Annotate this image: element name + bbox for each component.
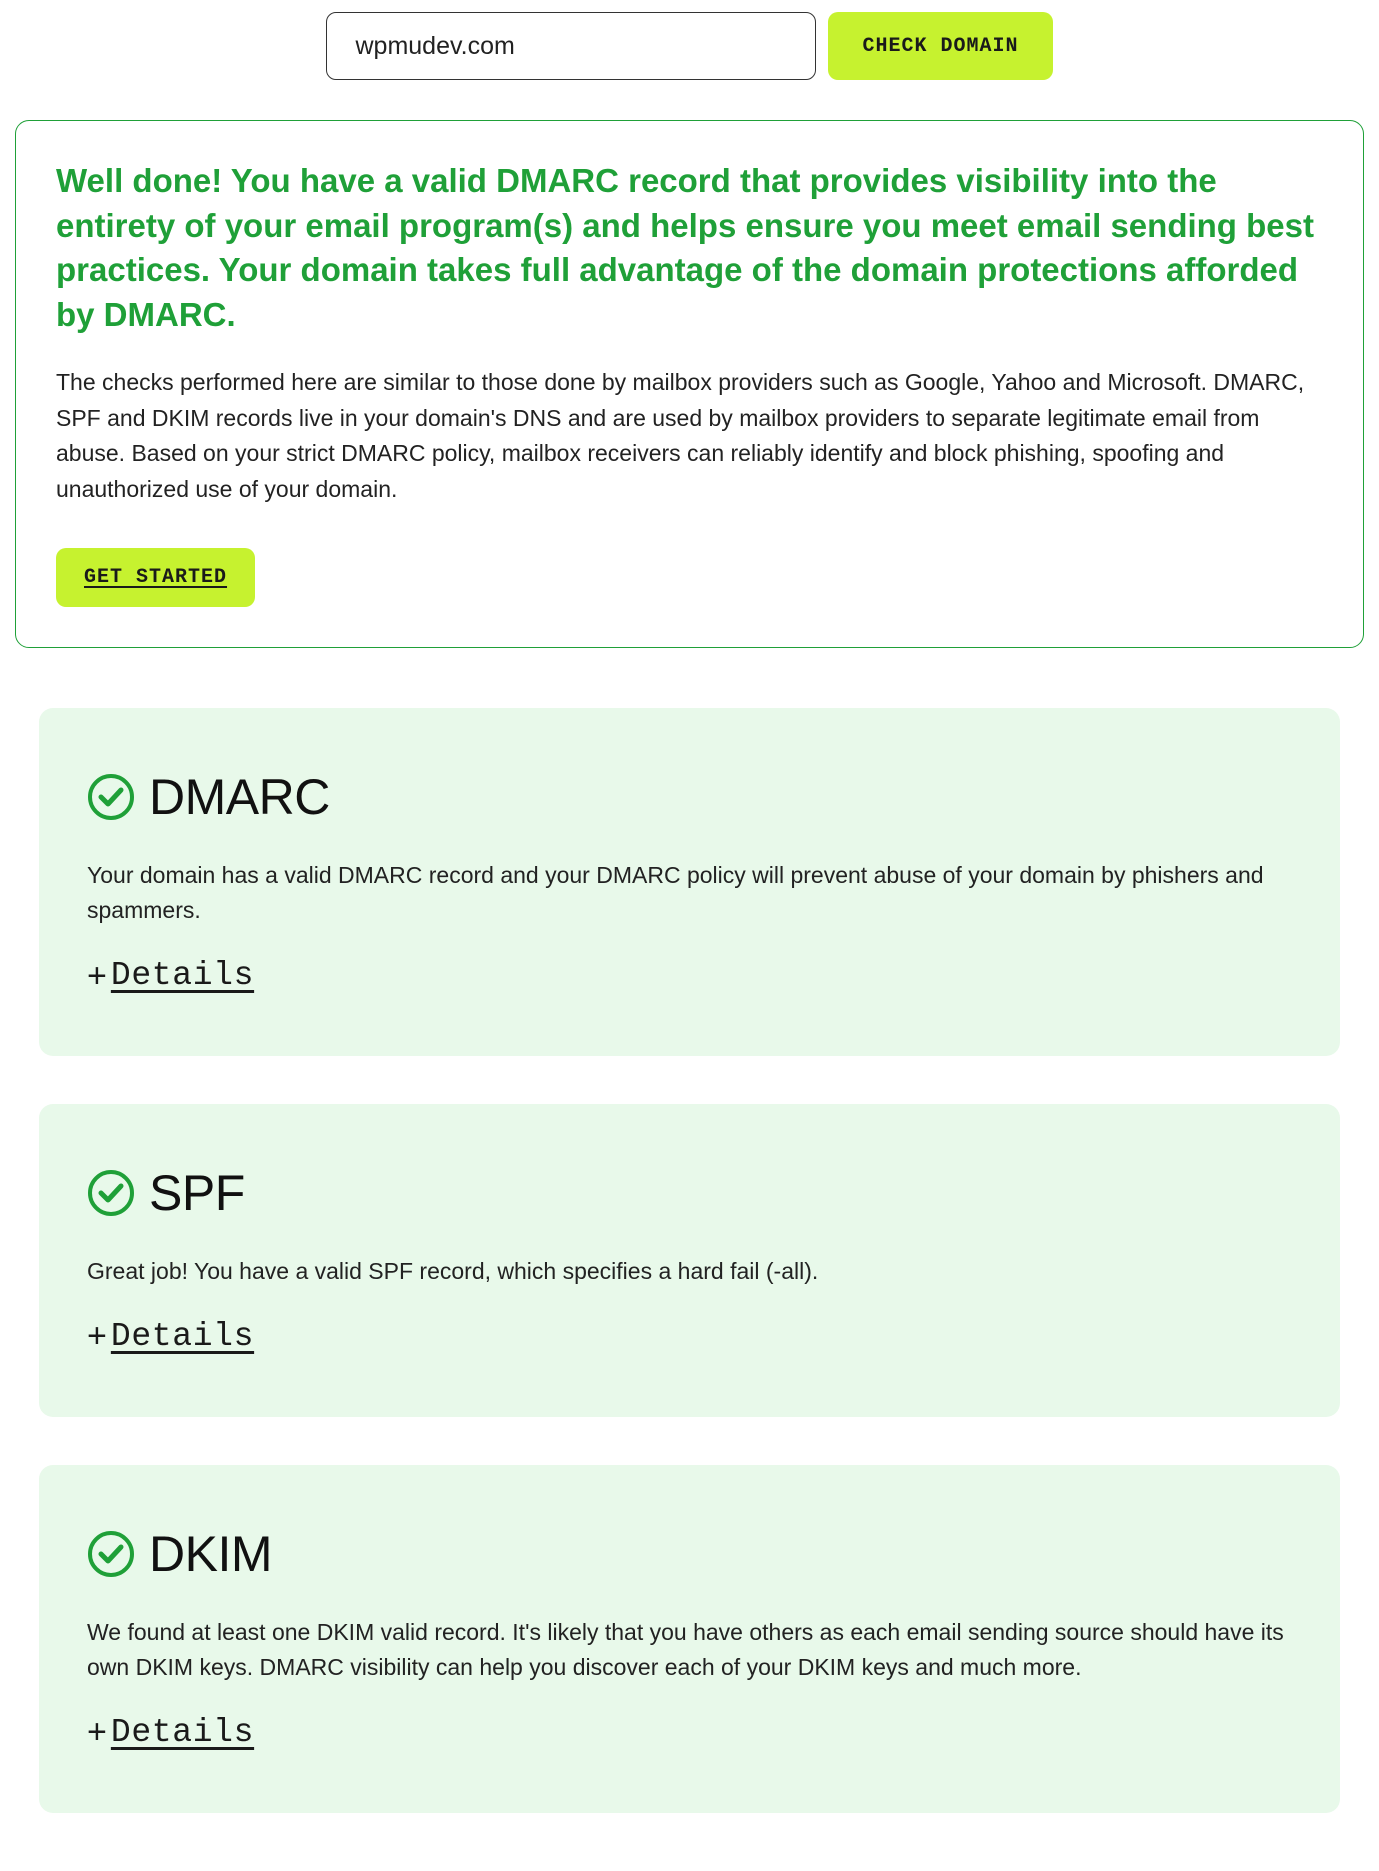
plus-icon: + — [87, 959, 107, 993]
card-header: SPF — [87, 1164, 1292, 1222]
details-toggle[interactable]: + Details — [87, 957, 254, 994]
spf-card: SPF Great job! You have a valid SPF reco… — [39, 1104, 1340, 1417]
check-domain-button[interactable]: CHECK DOMAIN — [828, 12, 1052, 80]
details-label: Details — [111, 957, 254, 994]
details-label: Details — [111, 1714, 254, 1751]
dmarc-card: DMARC Your domain has a valid DMARC reco… — [39, 708, 1340, 1056]
details-label: Details — [111, 1318, 254, 1355]
card-description: We found at least one DKIM valid record.… — [87, 1615, 1292, 1686]
summary-description: The checks performed here are similar to… — [56, 365, 1323, 508]
card-header: DMARC — [87, 768, 1292, 826]
summary-box: Well done! You have a valid DMARC record… — [15, 120, 1364, 648]
details-toggle[interactable]: + Details — [87, 1318, 254, 1355]
card-title: DKIM — [149, 1525, 272, 1583]
card-description: Your domain has a valid DMARC record and… — [87, 858, 1292, 929]
dkim-card: DKIM We found at least one DKIM valid re… — [39, 1465, 1340, 1813]
check-circle-icon — [87, 1169, 135, 1217]
plus-icon: + — [87, 1715, 107, 1749]
card-title: DMARC — [149, 768, 330, 826]
check-circle-icon — [87, 1530, 135, 1578]
get-started-button[interactable]: GET STARTED — [56, 548, 255, 607]
details-toggle[interactable]: + Details — [87, 1714, 254, 1751]
summary-title: Well done! You have a valid DMARC record… — [56, 159, 1323, 337]
plus-icon: + — [87, 1319, 107, 1353]
card-header: DKIM — [87, 1525, 1292, 1583]
domain-input[interactable] — [326, 12, 816, 80]
search-row: CHECK DOMAIN — [15, 12, 1364, 80]
card-description: Great job! You have a valid SPF record, … — [87, 1254, 1292, 1290]
card-title: SPF — [149, 1164, 245, 1222]
check-circle-icon — [87, 773, 135, 821]
